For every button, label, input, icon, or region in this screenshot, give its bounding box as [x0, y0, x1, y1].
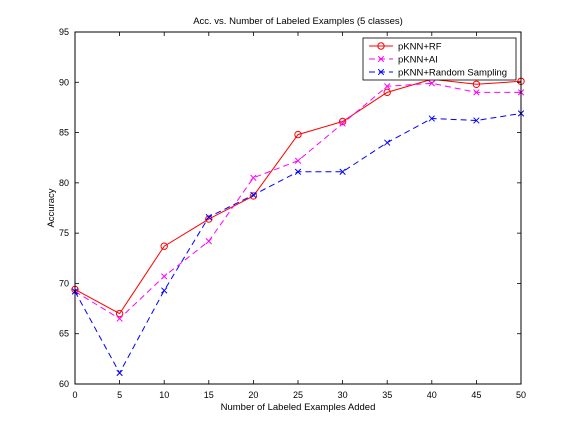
y-axis-label: Accuracy — [46, 188, 57, 227]
x-tick-label: 25 — [293, 390, 303, 400]
legend-marker-swatch — [377, 68, 385, 76]
data-point — [115, 309, 124, 318]
data-point — [116, 315, 123, 322]
data-point — [205, 238, 212, 245]
legend-marker-swatch — [377, 55, 385, 63]
y-axis: 60 65 70 75 80 85 90 95 — [59, 27, 521, 389]
data-point — [384, 83, 391, 90]
data-point — [294, 130, 302, 139]
x-axis: 0 5 10 15 20 25 30 35 40 45 50 — [72, 32, 526, 400]
legend-label: pKNN+AI — [398, 55, 438, 66]
data-point — [339, 120, 346, 127]
y-tick-label: 90 — [59, 77, 69, 87]
data-point — [338, 117, 347, 126]
data-point — [160, 242, 168, 250]
data-point — [473, 89, 480, 96]
data-point — [116, 369, 123, 377]
data-point — [383, 88, 391, 97]
x-tick-label: 35 — [382, 390, 392, 400]
data-point — [161, 287, 168, 294]
data-point — [384, 139, 391, 146]
x-tick-label: 30 — [338, 390, 348, 400]
y-tick-label: 60 — [59, 379, 69, 389]
data-point — [161, 273, 168, 280]
y-tick-label: 85 — [59, 128, 69, 138]
legend-entry: pKNN+AI — [369, 55, 438, 66]
data-point — [294, 168, 302, 175]
y-tick-label: 75 — [59, 228, 69, 238]
chart-title: Acc. vs. Number of Labeled Examples (5 c… — [193, 16, 403, 27]
data-point — [473, 117, 480, 124]
data-point — [472, 80, 481, 88]
data-point — [250, 174, 257, 181]
series-line — [74, 78, 522, 315]
legend: pKNN+RF pKNN+AI pKNN+Random Sampling — [362, 37, 517, 81]
x-tick-label: 15 — [204, 390, 214, 400]
data-point — [339, 168, 346, 175]
x-tick-label: 45 — [471, 390, 481, 400]
series-1 — [71, 75, 525, 318]
data-point — [250, 191, 257, 199]
data-point — [205, 215, 213, 223]
x-tick-label: 0 — [72, 390, 77, 400]
x-tick-label: 10 — [159, 390, 169, 400]
x-axis-label: Number of Labeled Examples Added — [221, 402, 376, 413]
legend-label: pKNN+RF — [398, 42, 442, 53]
y-tick-label: 95 — [59, 27, 69, 37]
x-tick-label: 50 — [516, 390, 526, 400]
legend-entry: pKNN+RF — [369, 42, 442, 53]
data-point — [428, 115, 435, 122]
legend-marker-swatch — [377, 42, 385, 50]
data-point — [294, 157, 302, 164]
data-point — [428, 80, 435, 87]
x-tick-label: 20 — [248, 390, 258, 400]
data-point — [205, 213, 212, 221]
legend-label: pKNN+Random Sampling — [398, 68, 507, 79]
legend-entry: pKNN+Random Sampling — [369, 68, 507, 79]
plot-area — [75, 32, 521, 384]
legend-box — [362, 37, 517, 81]
y-tick-label: 80 — [59, 178, 69, 188]
data-point — [249, 192, 258, 200]
x-tick-label: 40 — [427, 390, 437, 400]
y-tick-label: 65 — [59, 329, 69, 339]
x-tick-label: 5 — [117, 390, 122, 400]
series-layer — [71, 75, 525, 377]
y-tick-label: 70 — [59, 278, 69, 288]
